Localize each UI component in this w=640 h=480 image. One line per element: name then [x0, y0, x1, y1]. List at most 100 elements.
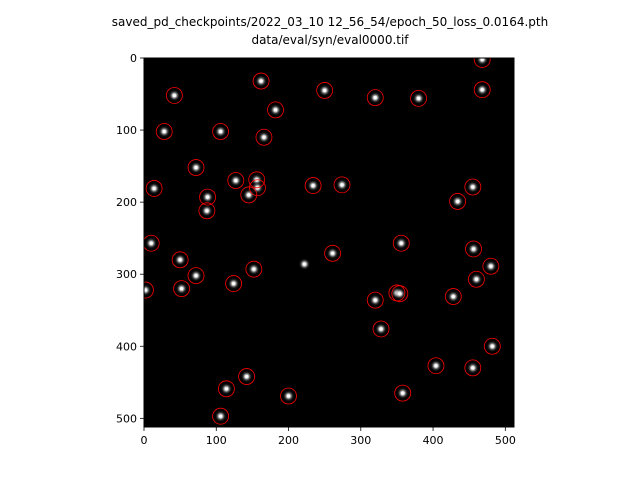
x-axis: 0 100 200 300 400 500 — [141, 427, 516, 447]
detection-marker-22 — [198, 202, 216, 220]
detection-marker-15 — [304, 177, 322, 194]
spot-core-44 — [224, 387, 228, 391]
spot-core-30 — [194, 274, 198, 278]
detection-marker-2 — [316, 82, 334, 99]
detection-marker-6 — [410, 89, 428, 107]
y-tick-label-3: 300 — [116, 268, 137, 281]
detection-marker-5 — [366, 89, 384, 107]
detection-markers — [144, 58, 501, 425]
detection-marker-33 — [173, 280, 190, 298]
spot-core-5 — [373, 96, 377, 100]
spot-core-3 — [480, 88, 484, 92]
spot-core-11 — [194, 165, 198, 170]
spot-core-0 — [480, 58, 484, 62]
detection-marker-11 — [187, 159, 205, 176]
detection-marker-32 — [225, 275, 243, 292]
spot-core-14 — [152, 186, 156, 191]
x-tick-label-0: 0 — [141, 434, 148, 447]
y-axis: 0 100 200 300 400 500 — [116, 52, 144, 425]
detection-marker-7 — [267, 101, 284, 119]
detection-marker-29 — [245, 260, 263, 278]
detection-marker-3 — [473, 81, 491, 99]
spot-core-15 — [311, 183, 315, 188]
spot-core-46 — [286, 394, 291, 398]
spot-core-47 — [219, 414, 223, 418]
spot-core-32 — [232, 281, 236, 286]
spot-core-25 — [471, 247, 476, 251]
y-tick-label-4: 400 — [116, 340, 137, 353]
spot-core-26 — [331, 251, 335, 255]
x-tick-label-1: 100 — [206, 434, 227, 447]
spot-core-4 — [172, 93, 176, 98]
y-tick-label-2: 200 — [116, 196, 137, 209]
spot-core-2 — [323, 88, 327, 93]
detection-marker-46 — [280, 387, 297, 405]
spot-core-43 — [245, 374, 249, 379]
spot-core-34 — [144, 288, 148, 292]
detection-marker-34 — [144, 281, 154, 299]
image-background — [144, 58, 514, 427]
spot-core-1 — [259, 79, 263, 83]
figure-title-line-1: saved_pd_checkpoints/2022_03_10 12_56_54… — [111, 15, 549, 29]
detection-marker-37 — [444, 288, 462, 305]
spot-core-21 — [456, 199, 460, 204]
detection-marker-36 — [391, 285, 409, 303]
spot-core-10 — [262, 135, 266, 139]
spot-core-27 — [178, 258, 182, 262]
unmarked-spot-core-0 — [302, 262, 307, 266]
spot-core-7 — [273, 108, 278, 112]
x-tick-label-4: 400 — [423, 434, 444, 447]
detection-marker-12 — [227, 172, 245, 189]
detection-marker-13 — [248, 171, 266, 189]
spot-core-29 — [252, 267, 256, 271]
detection-marker-40 — [483, 337, 501, 355]
detection-marker-28 — [482, 257, 500, 275]
detection-marker-30 — [187, 267, 205, 285]
detection-marker-27 — [171, 251, 189, 269]
detection-marker-43 — [238, 368, 256, 385]
detection-marker-41 — [427, 357, 445, 375]
spot-core-39 — [379, 327, 383, 331]
detection-marker-42 — [464, 359, 482, 377]
detection-marker-47 — [212, 407, 230, 425]
spot-core-16 — [340, 183, 344, 187]
detection-marker-4 — [165, 87, 183, 104]
detection-marker-25 — [465, 240, 482, 258]
x-tick-label-3: 300 — [350, 434, 371, 447]
detection-marker-23 — [144, 234, 160, 252]
spot-core-37 — [451, 294, 455, 299]
spot-core-22 — [205, 209, 209, 213]
detection-marker-17 — [464, 178, 482, 196]
spot-34 — [144, 284, 152, 297]
detection-marker-31 — [468, 270, 485, 288]
detection-marker-9 — [212, 123, 230, 140]
detection-marker-26 — [324, 244, 342, 262]
spot-core-38 — [373, 298, 377, 302]
spot-core-45 — [401, 391, 405, 395]
detection-marker-0 — [473, 58, 491, 68]
spot-core-9 — [219, 129, 223, 134]
detection-marker-38 — [366, 291, 384, 309]
spot-core-23 — [149, 241, 153, 245]
x-tick-label-2: 200 — [278, 434, 299, 447]
y-tick-label-5: 500 — [116, 412, 137, 425]
detection-marker-10 — [255, 128, 273, 146]
detection-marker-18 — [249, 179, 266, 197]
detection-marker-19 — [240, 186, 258, 204]
detection-marker-14 — [145, 180, 163, 197]
spots-layer — [144, 58, 499, 423]
plot-frame — [143, 57, 515, 428]
spot-core-12 — [234, 178, 238, 183]
detection-marker-20 — [199, 188, 216, 206]
spot-core-19 — [247, 193, 251, 197]
spot-core-6 — [417, 96, 421, 100]
y-tick-label-0: 0 — [130, 52, 137, 65]
detection-marker-21 — [449, 193, 467, 210]
spot-core-42 — [471, 366, 475, 370]
spot-core-24 — [399, 241, 403, 245]
detection-marker-8 — [155, 123, 173, 140]
spot-core-17 — [471, 185, 475, 189]
x-tick-label-5: 500 — [495, 434, 516, 447]
